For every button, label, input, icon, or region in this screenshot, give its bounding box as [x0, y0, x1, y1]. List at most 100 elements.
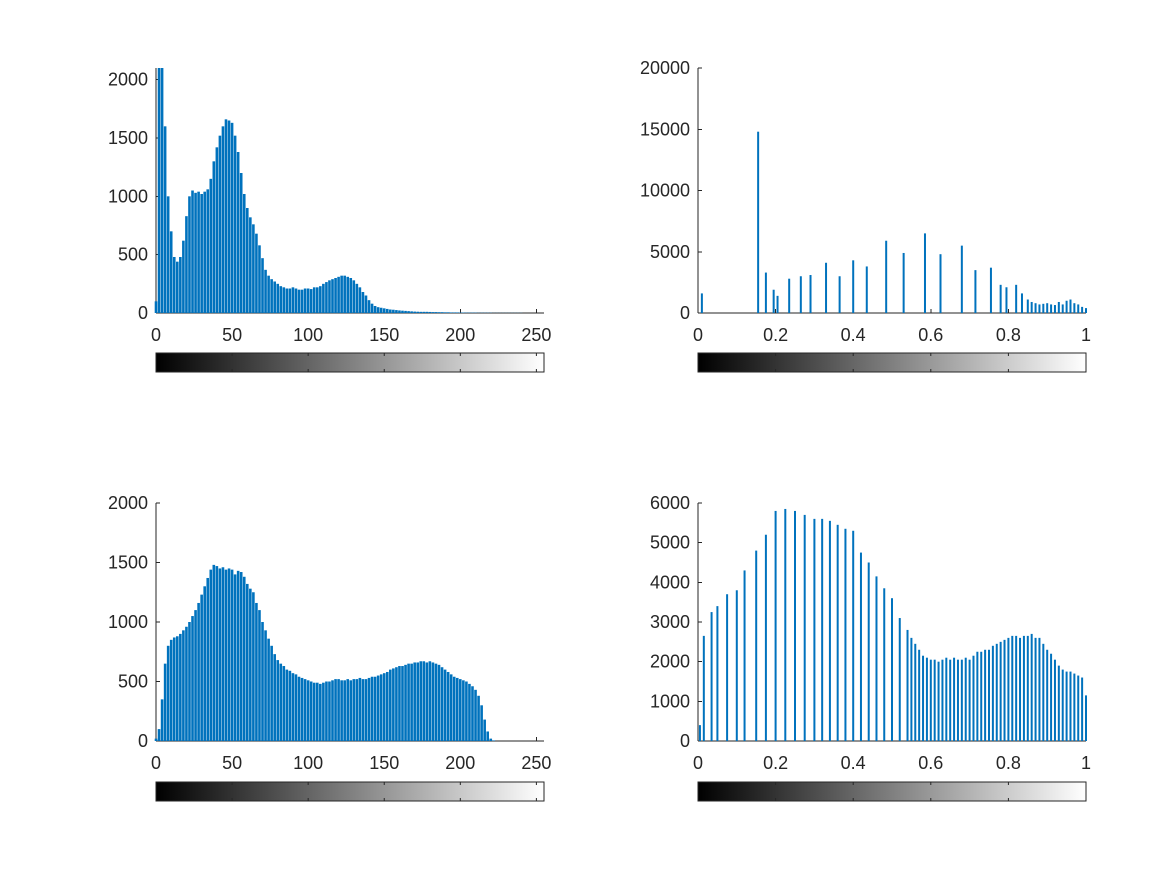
histogram-bar — [191, 616, 194, 741]
histogram-bar — [1022, 635, 1025, 741]
histogram-bar — [784, 508, 787, 741]
histogram-bar — [352, 280, 356, 313]
histogram-bar — [288, 670, 292, 741]
histogram-bar — [343, 275, 346, 313]
histogram-bar — [376, 675, 380, 741]
histogram-bar — [255, 602, 258, 741]
histogram-bar — [361, 292, 365, 313]
x-tick-label: 0 — [151, 325, 161, 345]
histogram-bar — [340, 680, 343, 741]
histogram-bar — [891, 598, 893, 741]
histogram-bar — [270, 279, 273, 313]
histogram-bar — [312, 682, 316, 741]
histogram-bar — [1061, 669, 1064, 741]
histogram-bar — [291, 287, 295, 313]
histogram-bar — [188, 622, 191, 741]
histogram-bar — [980, 651, 983, 741]
histogram-bar — [836, 524, 839, 741]
histogram-bar — [209, 178, 213, 313]
histogram-bar — [821, 518, 824, 741]
histogram-bar — [203, 191, 206, 313]
histogram-bar — [206, 577, 210, 741]
histogram-bar — [267, 638, 270, 741]
histogram-bar — [803, 514, 806, 741]
histogram-bar — [477, 695, 480, 741]
x-tick-label: 150 — [369, 753, 399, 773]
histogram-bar — [492, 740, 496, 741]
histogram-bar — [395, 667, 398, 741]
histogram-bar — [233, 574, 237, 741]
histogram-bar — [343, 680, 346, 741]
histogram-bar — [410, 663, 413, 741]
y-tick-label: 20000 — [640, 58, 690, 78]
histogram-bar — [331, 680, 334, 741]
histogram-bar — [923, 233, 926, 314]
histogram-bar — [312, 287, 316, 313]
histogram-bar — [486, 731, 489, 741]
bars — [154, 68, 523, 313]
histogram-bar — [459, 679, 462, 741]
x-tick-label: 0.2 — [763, 753, 788, 773]
y-tick-label: 2000 — [108, 493, 148, 513]
histogram-bar — [182, 240, 185, 313]
histogram-bar — [428, 311, 432, 313]
histogram-bar — [239, 173, 243, 313]
histogram-bar — [276, 660, 280, 741]
histogram-bar — [1077, 304, 1080, 313]
colorbar — [155, 781, 545, 802]
histogram-bar — [258, 610, 261, 741]
histogram-bar — [191, 190, 194, 313]
x-tick-label: 250 — [521, 753, 551, 773]
y-tick-label: 1000 — [108, 612, 148, 632]
histogram-bar — [437, 312, 441, 313]
histogram-bar — [1081, 306, 1084, 314]
histogram-bar — [172, 637, 176, 741]
histogram-bar — [236, 152, 240, 313]
histogram-bar — [1003, 639, 1006, 741]
histogram-bar — [322, 283, 325, 313]
histogram-bar — [772, 289, 775, 313]
histogram-bar — [1026, 635, 1029, 741]
histogram-bar — [1038, 304, 1041, 313]
histogram-bar — [270, 645, 273, 741]
histogram-bar — [334, 278, 337, 313]
histogram-bar — [224, 119, 228, 313]
histogram-bar — [249, 588, 252, 741]
histogram-bar — [297, 289, 301, 313]
histogram-bar — [984, 649, 987, 741]
histogram-bar — [379, 307, 383, 313]
histogram-bar — [434, 312, 438, 313]
histogram-bar — [1053, 659, 1056, 741]
histogram-bar — [956, 659, 959, 741]
histogram-bar — [200, 594, 203, 741]
histogram-bar — [404, 310, 407, 313]
histogram-bar — [937, 661, 940, 741]
histogram-bar — [1077, 675, 1080, 741]
x-tick-label: 0.4 — [841, 325, 866, 345]
histogram-bar — [364, 295, 368, 313]
histogram-bar — [1046, 649, 1049, 741]
histogram-bar — [279, 286, 283, 313]
histogram-bar — [218, 568, 222, 741]
histogram-bar — [285, 288, 289, 313]
histogram-bar — [867, 562, 870, 741]
colorbar-gradient — [697, 352, 1087, 373]
y-tick-label: 15000 — [640, 119, 690, 139]
colorbar-gradient — [697, 781, 1087, 802]
histogram-bar — [179, 257, 182, 313]
histogram-bar — [334, 679, 337, 741]
histogram-bar — [385, 308, 389, 313]
histogram-bar — [331, 279, 334, 313]
histogram-bar — [1030, 301, 1033, 313]
histogram-bar — [1053, 305, 1056, 313]
histogram-bar — [169, 639, 173, 741]
histogram-bar — [382, 673, 386, 741]
histogram-bar — [340, 275, 343, 313]
histogram-bar — [398, 666, 401, 741]
histogram-bar — [1050, 304, 1053, 313]
histogram-bar — [918, 649, 921, 741]
x-tick-label: 0 — [693, 753, 703, 773]
histogram-bar — [245, 208, 249, 313]
histogram-bar — [300, 289, 304, 313]
